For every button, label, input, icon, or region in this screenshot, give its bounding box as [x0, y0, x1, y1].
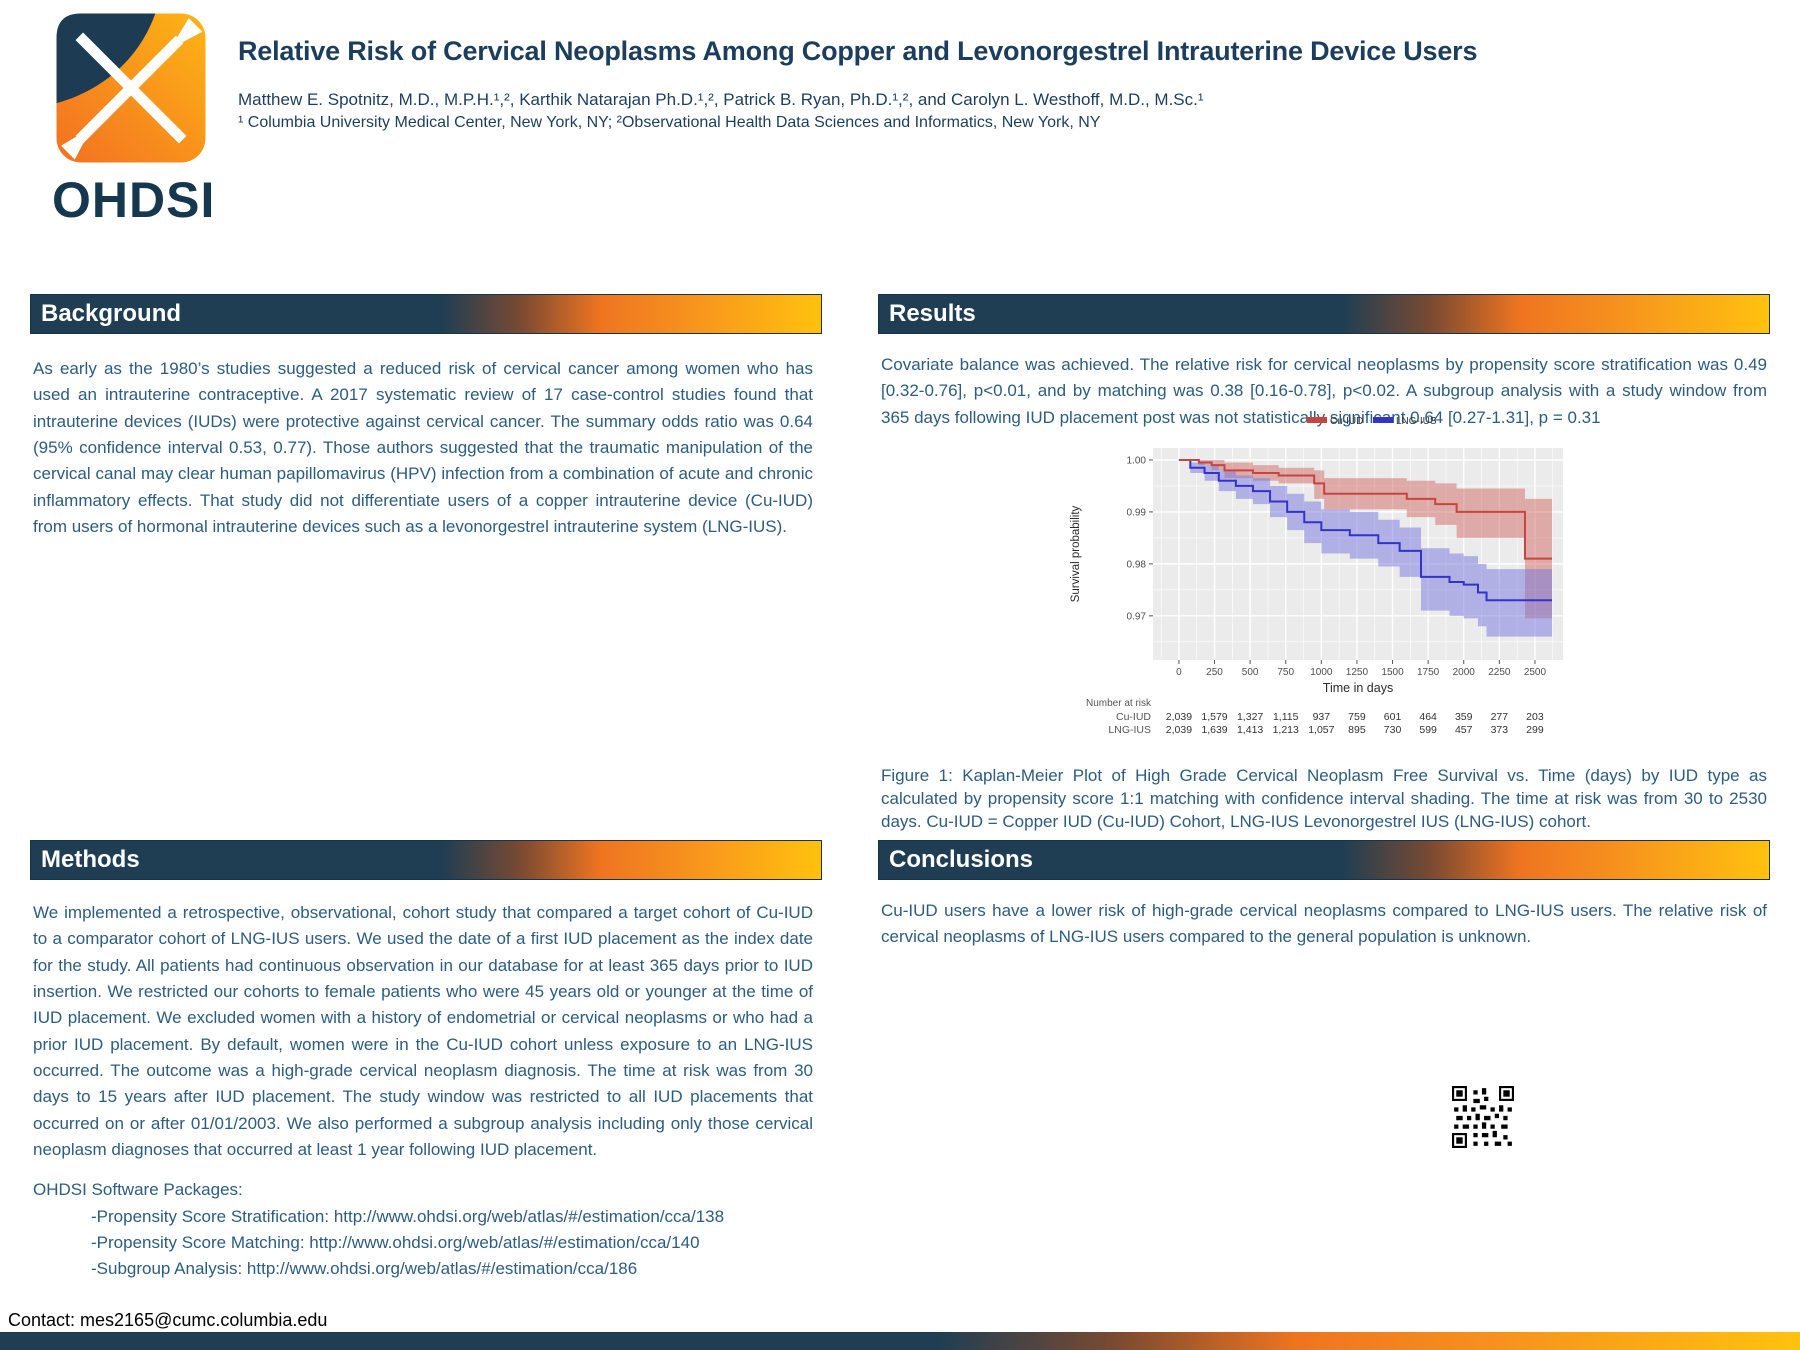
- ohdsi-logo-icon: [56, 13, 206, 163]
- at-risk-value: 464: [1419, 711, 1437, 723]
- at-risk-row-label: Cu-IUD: [1116, 711, 1151, 723]
- at-risk-value: 1,579: [1201, 711, 1227, 723]
- km-line-Cu-IUD: [1178, 458, 1553, 560]
- conclusions-body: Cu-IUD users have a lower risk of high-g…: [881, 901, 1767, 947]
- methods-block: We implemented a retrospective, observat…: [33, 900, 813, 1283]
- ohdsi-logo-block: OHDSI: [52, 12, 216, 229]
- legend-label-LNG-IUS: LNG-IUS: [1396, 416, 1437, 427]
- x-tick-label: 500: [1242, 667, 1259, 678]
- at-risk-value: 203: [1526, 711, 1544, 723]
- y-tick-label: 1.00: [1127, 455, 1147, 466]
- at-risk-value: 1,327: [1237, 711, 1263, 723]
- y-tick-label: 0.98: [1127, 559, 1147, 570]
- at-risk-value: 1,115: [1273, 711, 1299, 723]
- ohdsi-logo-wordmark: OHDSI: [52, 172, 216, 228]
- background-section-title: Background: [41, 300, 182, 327]
- x-tick-label: 1750: [1417, 667, 1440, 678]
- conclusions-section-header: Conclusions: [878, 840, 1770, 880]
- x-axis-title: Time in days: [1323, 681, 1393, 695]
- software-packages-block: OHDSI Software Packages: -Propensity Sco…: [33, 1177, 813, 1282]
- legend-swatch-Cu-IUD: [1307, 417, 1327, 423]
- methods-body: We implemented a retrospective, observat…: [33, 903, 813, 1160]
- x-tick-label: 2000: [1453, 667, 1476, 678]
- y-axis-title: Survival probability: [1070, 505, 1082, 602]
- software-link-stratification: -Propensity Score Stratification: http:/…: [91, 1206, 725, 1226]
- at-risk-value: 759: [1348, 711, 1366, 723]
- y-tick-label: 0.97: [1127, 611, 1147, 622]
- km-plot: 0 250 500 750 1000 1250 1500 1750 2000 2250 2500 1.…: [1070, 416, 1563, 736]
- ci-band-Cu-IUD: [1178, 459, 1553, 619]
- x-tick-label: 1500: [1381, 667, 1404, 678]
- software-link-subgroup: -Subgroup Analysis: http://www.ohdsi.org…: [91, 1259, 638, 1279]
- at-risk-value: 277: [1491, 711, 1509, 723]
- results-section-header: Results: [878, 294, 1770, 334]
- figure-caption: Figure 1: Kaplan-Meier Plot of High Grad…: [881, 766, 1767, 832]
- x-tick-label: 750: [1277, 667, 1294, 678]
- conclusions-section-title: Conclusions: [889, 846, 1034, 873]
- at-risk-value: 299: [1526, 724, 1544, 736]
- methods-section-title: Methods: [41, 846, 140, 873]
- results-section-title: Results: [889, 300, 976, 327]
- methods-section-header: Methods: [30, 840, 822, 880]
- at-risk-value: 599: [1419, 724, 1437, 736]
- software-packages-heading: OHDSI Software Packages:: [33, 1180, 243, 1200]
- at-risk-value: 601: [1384, 711, 1402, 723]
- results-body: Covariate balance was achieved. The rela…: [881, 355, 1767, 427]
- poster-title: Relative Risk of Cervical Neoplasms Amon…: [238, 36, 1478, 66]
- at-risk-value: 2,039: [1166, 724, 1192, 736]
- x-tick-label: 250: [1206, 667, 1223, 678]
- qr-code: [1452, 1086, 1514, 1148]
- x-tick-label: 1000: [1310, 667, 1333, 678]
- at-risk-value: 730: [1384, 724, 1402, 736]
- at-risk-value: 1,057: [1308, 724, 1334, 736]
- legend-swatch-LNG-IUS: [1373, 417, 1393, 423]
- x-tick-label: 2250: [1488, 667, 1511, 678]
- at-risk-value: 1,639: [1201, 724, 1227, 736]
- x-tick-label: 1250: [1346, 667, 1369, 678]
- number-at-risk-label: Number at risk: [1086, 698, 1152, 709]
- at-risk-value: 937: [1313, 711, 1331, 723]
- x-tick-label: 2500: [1524, 667, 1547, 678]
- km-plot-figure: 0 250 500 750 1000 1250 1500 1750 2000 2250 2500 1.…: [1055, 414, 1575, 746]
- at-risk-value: 359: [1455, 711, 1473, 723]
- footer-gradient-bar: [0, 1332, 1800, 1350]
- at-risk-value: 1,413: [1237, 724, 1263, 736]
- software-link-matching: -Propensity Score Matching: http://www.o…: [91, 1233, 700, 1253]
- at-risk-value: 373: [1491, 724, 1509, 736]
- contact-line: Contact: mes2165@cumc.columbia.edu: [8, 1310, 328, 1330]
- at-risk-value: 895: [1348, 724, 1366, 736]
- at-risk-value: 2,039: [1166, 711, 1192, 723]
- km-line-LNG-IUS: [1178, 458, 1553, 602]
- legend-label-Cu-IUD: Cu-IUD: [1330, 416, 1363, 427]
- y-tick-label: 0.99: [1127, 507, 1147, 518]
- background-body: As early as the 1980’s studies suggested…: [33, 359, 813, 537]
- x-tick-label: 0: [1176, 667, 1182, 678]
- background-section-header: Background: [30, 294, 822, 334]
- ci-band-LNG-IUS: [1178, 459, 1553, 637]
- poster-affiliations: ¹ Columbia University Medical Center, Ne…: [238, 114, 1101, 131]
- at-risk-value: 457: [1455, 724, 1473, 736]
- at-risk-value: 1,213: [1273, 724, 1299, 736]
- poster-authors: Matthew E. Spotnitz, M.D., M.P.H.¹,², Ka…: [238, 90, 1204, 109]
- at-risk-row-label: LNG-IUS: [1108, 724, 1151, 736]
